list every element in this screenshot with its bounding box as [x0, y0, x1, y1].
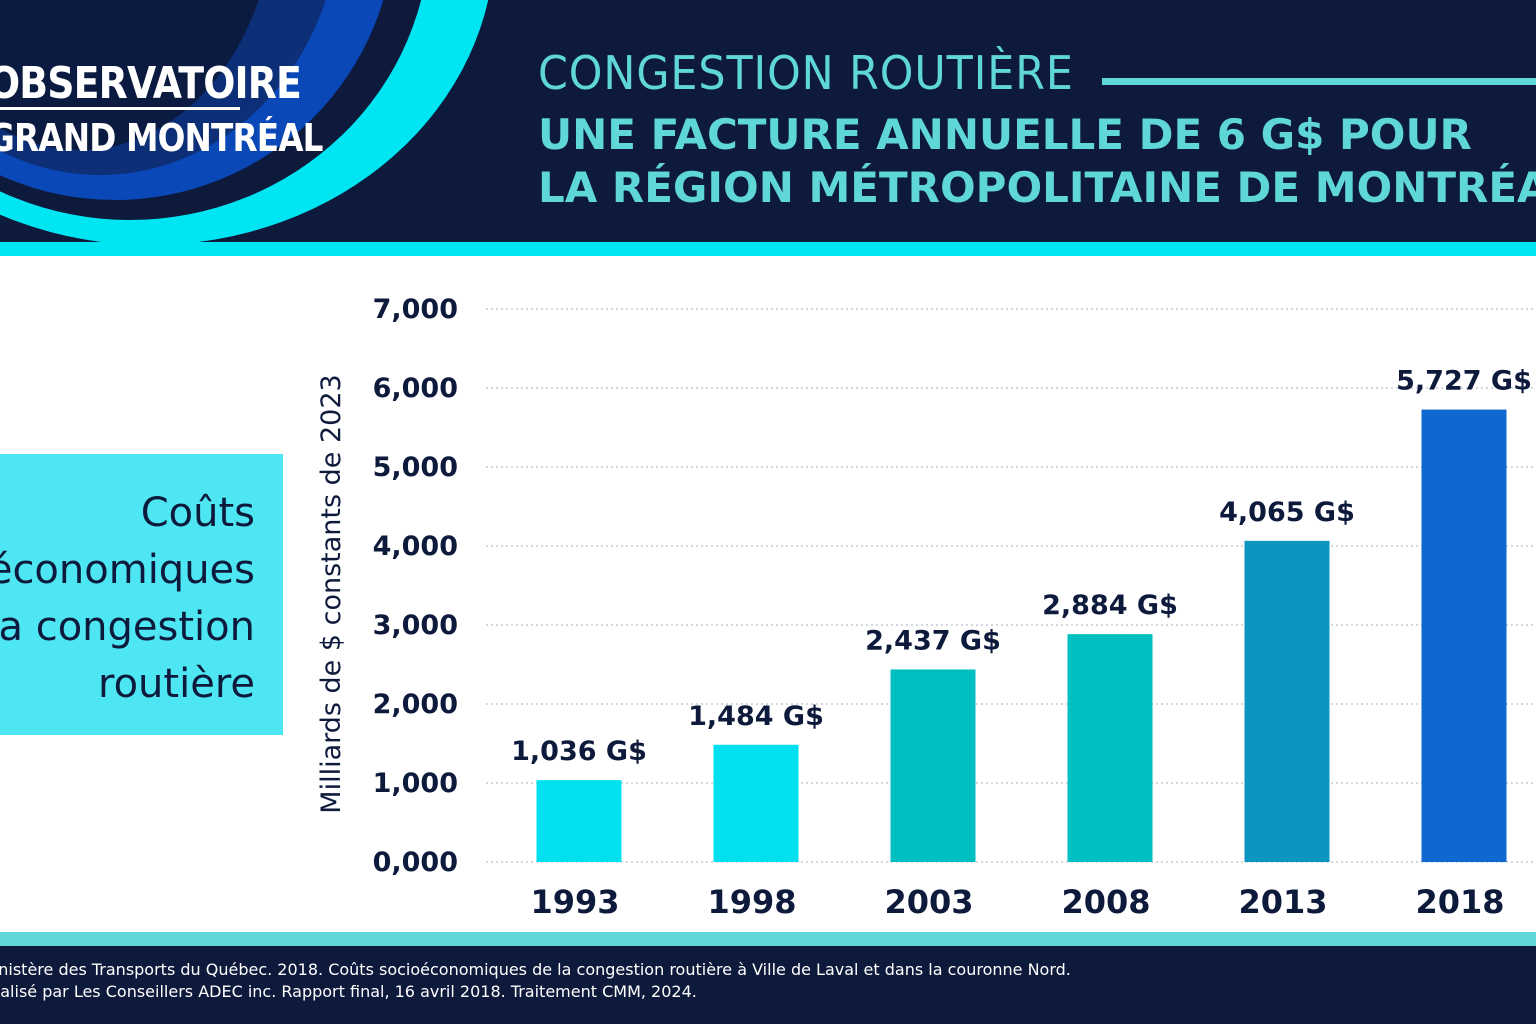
- y-tick-label: 5,000: [373, 452, 458, 483]
- bar: [713, 744, 799, 862]
- bar-chart: 0,000 1,000 2,000 3,000 4,000 5,000 6,000 7,000…: [316, 294, 1536, 921]
- data-labels: 1,036 G$ 1,484 G$ 2,437 G$ 2,884 G$ 4,065 G$…: [511, 366, 1532, 768]
- source-footer: Ministère des Transports du Québec. 2018…: [0, 946, 1536, 1024]
- bar: [890, 669, 976, 862]
- y-tick-label: 7,000: [373, 294, 458, 325]
- data-label: 1,484 G$: [688, 701, 824, 732]
- y-tick-label: 4,000: [373, 531, 458, 562]
- side-label-line-4: routière: [98, 661, 255, 707]
- y-tick-label: 0,000: [373, 847, 458, 878]
- header-accent-band: [0, 242, 1536, 256]
- data-label: 4,065 G$: [1219, 497, 1355, 528]
- y-tick-label: 6,000: [373, 373, 458, 404]
- data-label: 2,437 G$: [865, 625, 1001, 656]
- y-tick-label: 2,000: [373, 689, 458, 720]
- side-label-line-3: de la congestion: [0, 604, 255, 650]
- x-tick-label: 1993: [530, 883, 619, 921]
- side-label-line-2: économiques: [0, 547, 255, 593]
- data-label: 1,036 G$: [511, 736, 647, 767]
- x-tick-label: 2008: [1061, 883, 1150, 921]
- footer-accent-band: [0, 932, 1536, 946]
- side-label-box: Coûts économiques de la congestion routi…: [0, 454, 283, 735]
- bars: [536, 409, 1507, 862]
- section-kicker: CONGESTION ROUTIÈRE: [538, 46, 1074, 100]
- bar: [1067, 634, 1153, 862]
- kicker-rule: [1102, 78, 1536, 85]
- bar: [1244, 540, 1330, 862]
- x-tick-label: 2013: [1238, 883, 1327, 921]
- logo-text-grand-montreal: GRAND MONTRÉAL: [0, 116, 324, 160]
- logo-swoosh-graphic: [0, 0, 489, 242]
- data-label: 2,884 G$: [1042, 590, 1178, 621]
- x-tick-label: 2018: [1415, 883, 1504, 921]
- y-tick-label: 1,000: [373, 768, 458, 799]
- data-label: 5,727 G$: [1396, 366, 1532, 397]
- side-label-line-1: Coûts: [140, 490, 255, 536]
- bar: [536, 780, 622, 862]
- y-axis-label: Milliards de $ constants de 2023: [316, 374, 347, 813]
- headline-line-2: LA RÉGION MÉTROPOLITAINE DE MONTRÉAL: [538, 163, 1536, 212]
- y-axis-ticks: 0,000 1,000 2,000 3,000 4,000 5,000 6,000 7,000: [373, 294, 458, 878]
- bar: [1421, 409, 1507, 862]
- source-line-2: Réalisé par Les Conseillers ADEC inc. Ra…: [0, 982, 697, 1001]
- header-banner: OBSERVATOIRE GRAND MONTRÉAL CONGESTION R…: [0, 0, 1536, 242]
- x-tick-label: 2003: [884, 883, 973, 921]
- logo-text-observatoire: OBSERVATOIRE: [0, 58, 302, 109]
- headline-line-1: UNE FACTURE ANNUELLE DE 6 G$ POUR: [538, 110, 1472, 159]
- x-axis-ticks: 1993 1998 2003 2008 2013 2018: [530, 883, 1504, 921]
- logo-divider: [0, 107, 240, 110]
- gridlines: [486, 308, 1536, 863]
- source-line-1: Ministère des Transports du Québec. 2018…: [0, 960, 1071, 979]
- y-tick-label: 3,000: [373, 610, 458, 641]
- x-tick-label: 1998: [707, 883, 796, 921]
